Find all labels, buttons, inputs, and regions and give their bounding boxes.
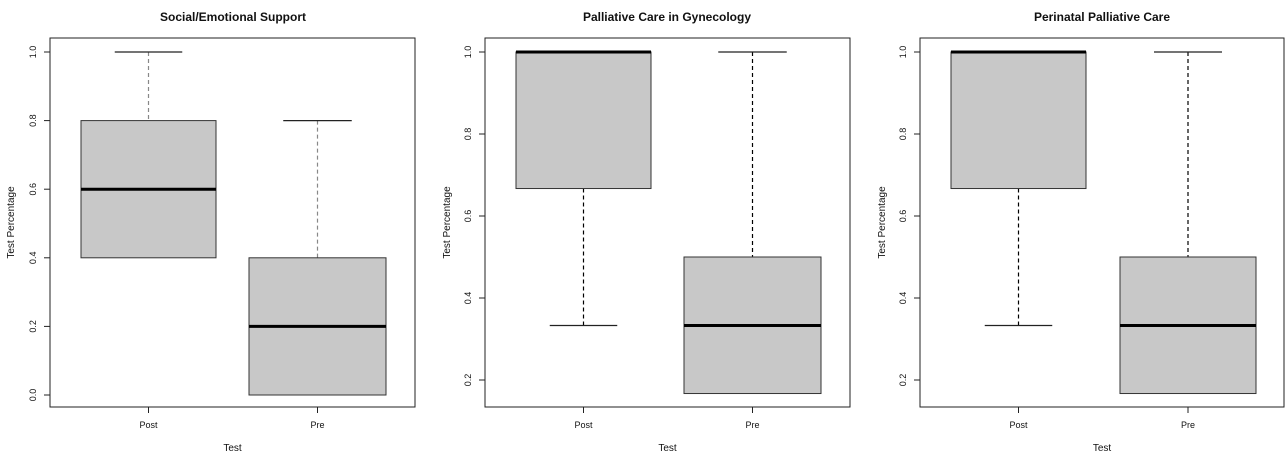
panel-perinatal-palliative-care: Perinatal Palliative Care Test Percentage…: [877, 10, 1285, 454]
chart-title: Perinatal Palliative Care: [1034, 10, 1170, 24]
x-tick-label: Post: [139, 420, 158, 430]
plot-frame: [49, 37, 416, 408]
y-tick-label: 0.8: [28, 114, 38, 127]
chart-title: Palliative Care in Gynecology: [583, 10, 751, 24]
y-tick-label: 0.2: [28, 320, 38, 333]
x-axis-label: Test: [658, 443, 677, 454]
x-tick-label: Pre: [745, 420, 759, 430]
box-post: [950, 51, 1087, 190]
y-tick-label: 0.4: [28, 252, 38, 265]
y-tick-label: 0.0: [28, 389, 38, 402]
x-tick-label: Post: [574, 420, 593, 430]
y-tick-label: 0.6: [28, 183, 38, 196]
x-tick-label: Post: [1009, 420, 1028, 430]
y-axis-label: Test Percentage: [6, 186, 17, 259]
chart-title: Social/Emotional Support: [160, 10, 306, 24]
y-tick-label: 0.8: [463, 128, 473, 141]
y-tick-label: 1.0: [28, 46, 38, 59]
y-tick-label: 0.4: [898, 292, 908, 305]
y-tick-label: 0.6: [463, 210, 473, 223]
x-axis-label: Test: [223, 443, 242, 454]
x-tick-label: Pre: [310, 420, 324, 430]
y-tick-label: 0.2: [898, 374, 908, 387]
y-axis-label: Test Percentage: [442, 186, 453, 259]
y-tick-label: 0.2: [463, 374, 473, 387]
y-axis-label: Test Percentage: [877, 186, 888, 259]
box-post: [515, 51, 652, 190]
y-tick-label: 0.6: [898, 210, 908, 223]
plot-frame: [484, 37, 851, 408]
plot-frame: [919, 37, 1285, 408]
panel-social-emotional-support: Social/Emotional Support Test Percentage T…: [6, 10, 416, 454]
x-tick-label: Pre: [1181, 420, 1195, 430]
y-tick-label: 1.0: [463, 46, 473, 59]
y-tick-label: 1.0: [898, 46, 908, 59]
y-tick-label: 0.4: [463, 292, 473, 305]
x-axis-label: Test: [1093, 443, 1112, 454]
panel-palliative-care-gynecology: Palliative Care in Gynecology Test Percen…: [442, 10, 851, 454]
y-tick-label: 0.8: [898, 128, 908, 141]
